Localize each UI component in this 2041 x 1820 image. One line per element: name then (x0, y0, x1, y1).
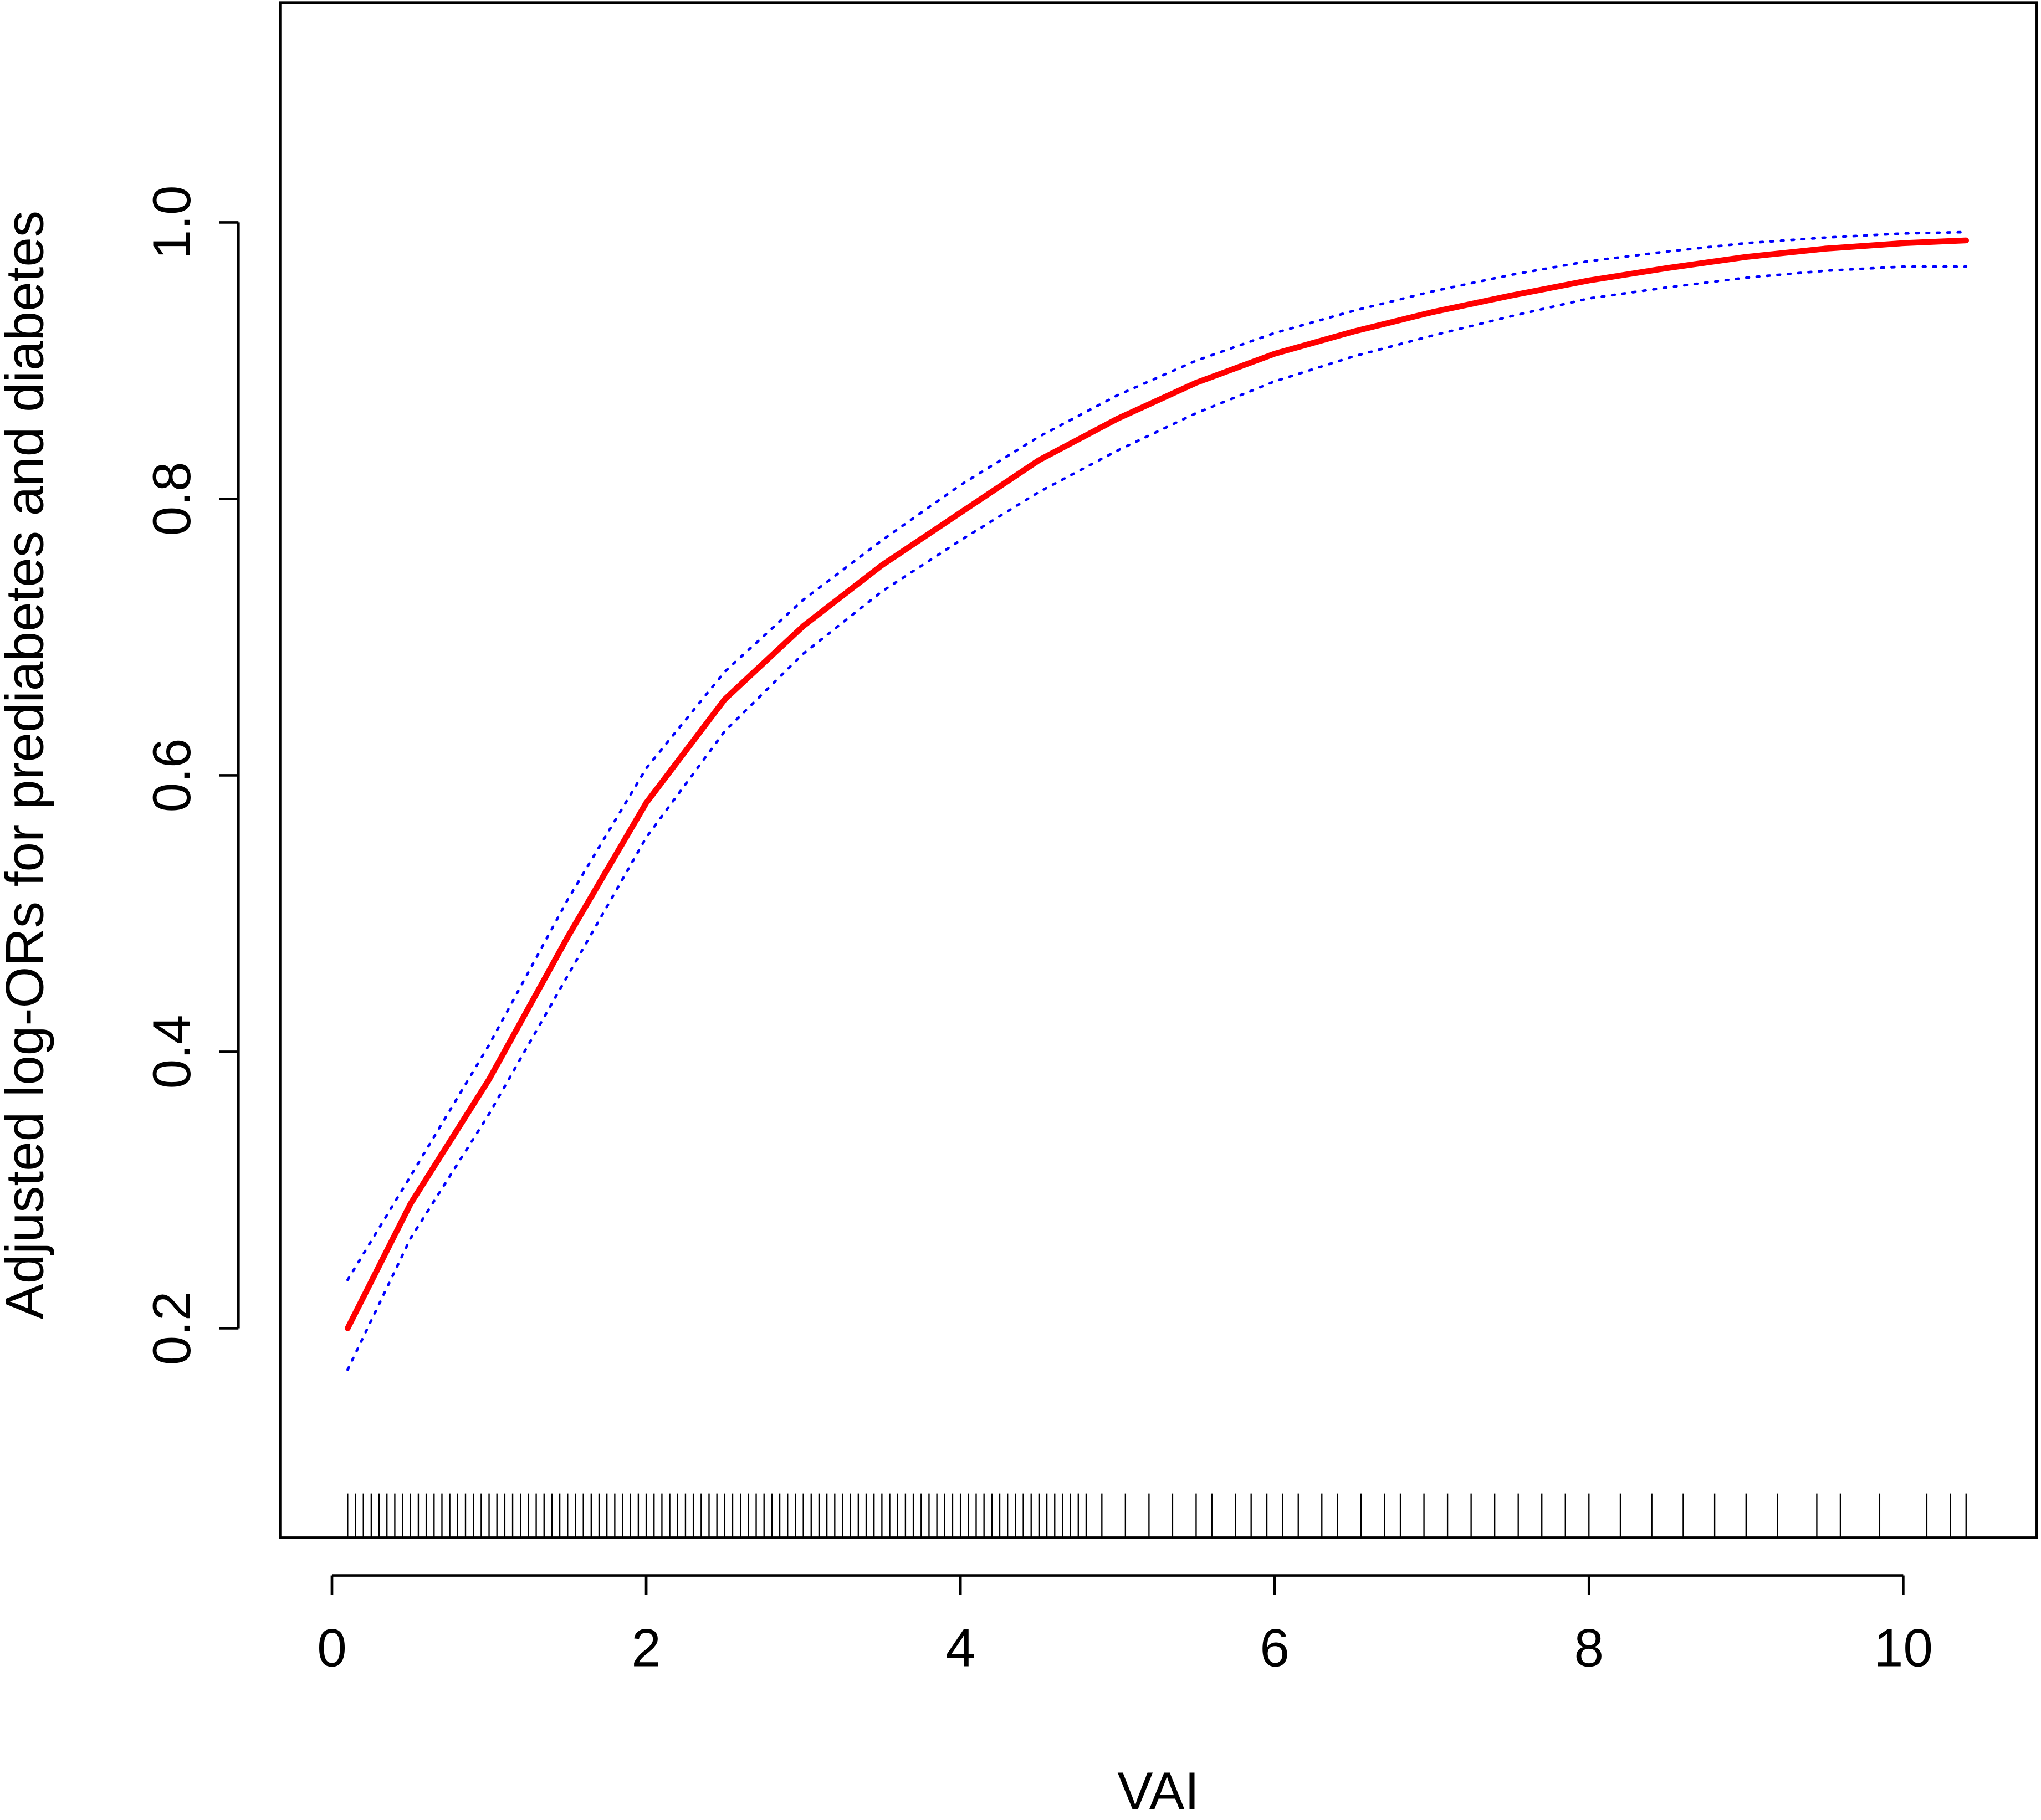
x-tick-label: 6 (1260, 1619, 1290, 1678)
y-tick-label: 0.4 (142, 1015, 202, 1089)
x-axis-label: VAI (1117, 1762, 1199, 1820)
y-tick-label: 0.2 (142, 1291, 202, 1366)
y-axis-label: Adjusted log-ORs for prediabetes and dia… (0, 211, 55, 1319)
x-tick-label: 4 (945, 1619, 975, 1678)
y-tick-label: 1.0 (142, 185, 202, 259)
x-tick-label: 0 (317, 1619, 347, 1678)
x-tick-label: 2 (631, 1619, 661, 1678)
plot-frame (279, 1, 2038, 1539)
fit-line (345, 237, 1970, 1331)
y-tick-label: 0.8 (142, 462, 202, 536)
confidence-line (346, 265, 1968, 1371)
confidence-line (346, 230, 1968, 1281)
y-tick-label: 0.6 (142, 739, 202, 813)
x-tick-label: 10 (1874, 1619, 1933, 1678)
x-tick-label: 8 (1574, 1619, 1604, 1678)
